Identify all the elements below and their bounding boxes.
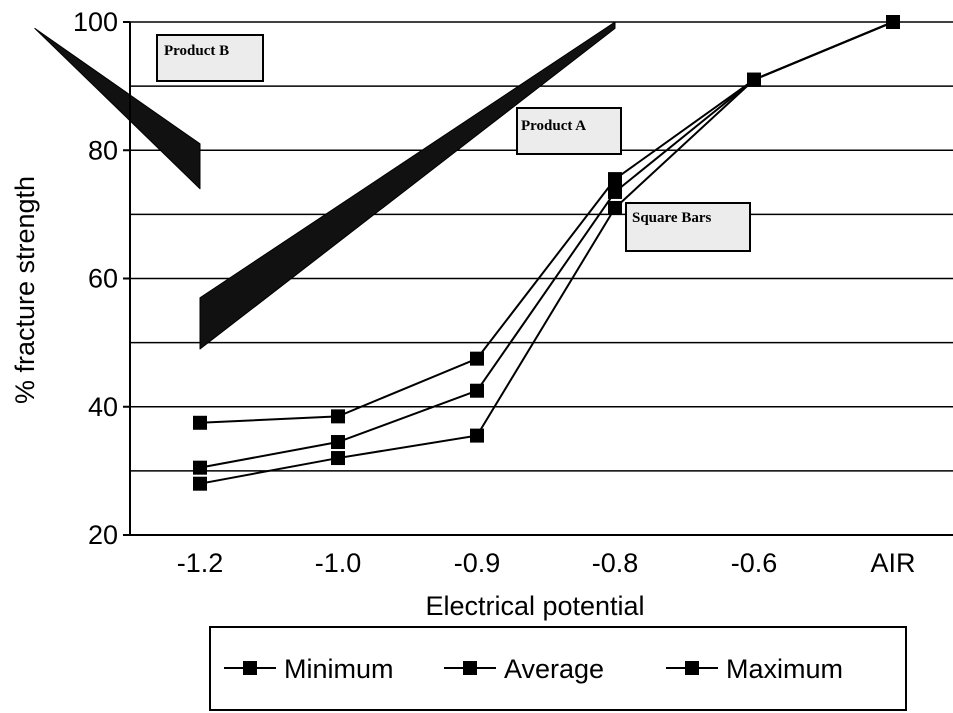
data-point-maximum bbox=[608, 172, 622, 187]
y-tick-label: 20 bbox=[88, 520, 118, 550]
x-axis-title: Electrical potential bbox=[425, 591, 644, 621]
x-tick-label: -1.0 bbox=[315, 548, 362, 578]
data-point-maximum bbox=[193, 415, 207, 430]
data-point-average bbox=[193, 460, 207, 475]
data-point-minimum bbox=[331, 451, 345, 466]
legend-swatch-marker bbox=[685, 661, 699, 675]
x-tick-labels: -1.2 -1.0 -0.9 -0.8 -0.6 AIR bbox=[177, 548, 916, 578]
series-line-maximum bbox=[199, 21, 894, 424]
legend-swatch-marker bbox=[243, 661, 257, 675]
y-tick-label: 100 bbox=[73, 7, 118, 37]
data-point-maximum bbox=[331, 409, 345, 424]
data-point-minimum bbox=[608, 200, 622, 215]
data-point-average bbox=[470, 383, 484, 398]
product-a-label: Product A bbox=[521, 118, 586, 134]
product-a-band bbox=[199, 21, 616, 350]
grid-lines bbox=[130, 21, 953, 472]
y-tick-label: 40 bbox=[88, 392, 118, 422]
data-point-maximum bbox=[470, 351, 484, 366]
product-a-label-box bbox=[516, 107, 622, 155]
y-tick-label: 60 bbox=[88, 264, 118, 294]
x-tick-label: AIR bbox=[870, 548, 915, 578]
y-axis-title: % fracture strength bbox=[10, 176, 40, 404]
x-tick-label: -0.6 bbox=[731, 548, 778, 578]
legend-box bbox=[209, 626, 907, 711]
data-point-average bbox=[608, 184, 622, 199]
product-bands bbox=[34, 21, 616, 350]
legend-swatch-marker bbox=[463, 661, 477, 675]
product-b-band bbox=[34, 27, 201, 190]
x-tick-label: -1.2 bbox=[177, 548, 224, 578]
data-point-minimum bbox=[470, 428, 484, 443]
x-tick-label: -0.8 bbox=[592, 548, 639, 578]
legend-item-average: Average bbox=[444, 654, 604, 684]
square-bars-label-box bbox=[625, 202, 751, 252]
series-lines bbox=[193, 15, 900, 491]
y-tick-label: 80 bbox=[88, 135, 118, 165]
legend: Minimum Average Maximum bbox=[209, 626, 907, 711]
data-point-maximum bbox=[747, 72, 761, 87]
legend-item-maximum: Maximum bbox=[666, 654, 843, 684]
x-tick-label: -0.9 bbox=[454, 548, 501, 578]
data-point-maximum bbox=[886, 15, 900, 29]
data-point-minimum bbox=[193, 476, 207, 491]
square-bars-label: Square Bars bbox=[632, 210, 711, 226]
legend-label-maximum: Maximum bbox=[726, 654, 843, 684]
y-tick-labels: 20 40 60 80 100 bbox=[73, 7, 130, 550]
data-point-average bbox=[331, 435, 345, 450]
product-b-label-box bbox=[156, 34, 264, 82]
annotations: Product B Product A Square Bars bbox=[156, 34, 751, 252]
product-b-label: Product B bbox=[164, 43, 229, 59]
legend-label-minimum: Minimum bbox=[284, 654, 394, 684]
legend-label-average: Average bbox=[504, 654, 604, 684]
legend-item-minimum: Minimum bbox=[224, 654, 394, 684]
